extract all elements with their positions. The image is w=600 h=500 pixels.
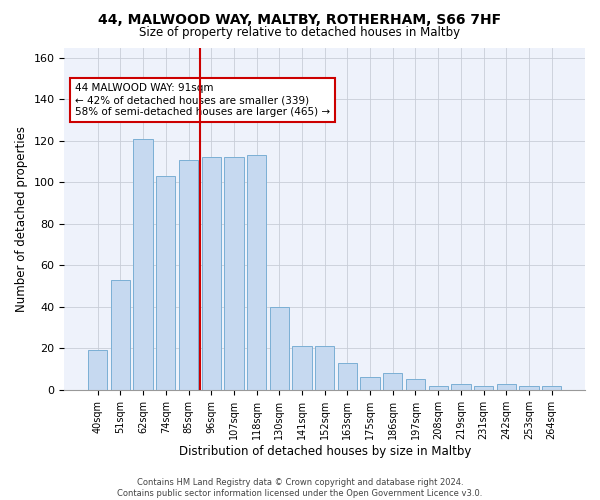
- Bar: [520, 386, 539, 390]
- Bar: [111, 280, 130, 390]
- Bar: [474, 386, 493, 390]
- Bar: [315, 346, 334, 390]
- X-axis label: Distribution of detached houses by size in Maltby: Distribution of detached houses by size …: [179, 444, 471, 458]
- Bar: [133, 139, 153, 390]
- Bar: [202, 158, 221, 390]
- Bar: [428, 386, 448, 390]
- Bar: [338, 363, 357, 390]
- Text: 44, MALWOOD WAY, MALTBY, ROTHERHAM, S66 7HF: 44, MALWOOD WAY, MALTBY, ROTHERHAM, S66 …: [98, 12, 502, 26]
- Bar: [406, 380, 425, 390]
- Bar: [269, 307, 289, 390]
- Text: 44 MALWOOD WAY: 91sqm
← 42% of detached houses are smaller (339)
58% of semi-det: 44 MALWOOD WAY: 91sqm ← 42% of detached …: [75, 84, 330, 116]
- Bar: [156, 176, 175, 390]
- Bar: [292, 346, 311, 390]
- Bar: [179, 160, 198, 390]
- Bar: [361, 378, 380, 390]
- Bar: [88, 350, 107, 390]
- Bar: [247, 156, 266, 390]
- Bar: [542, 386, 562, 390]
- Bar: [224, 158, 244, 390]
- Text: Size of property relative to detached houses in Maltby: Size of property relative to detached ho…: [139, 26, 461, 39]
- Bar: [451, 384, 470, 390]
- Bar: [383, 373, 403, 390]
- Y-axis label: Number of detached properties: Number of detached properties: [15, 126, 28, 312]
- Text: Contains HM Land Registry data © Crown copyright and database right 2024.
Contai: Contains HM Land Registry data © Crown c…: [118, 478, 482, 498]
- Bar: [497, 384, 516, 390]
